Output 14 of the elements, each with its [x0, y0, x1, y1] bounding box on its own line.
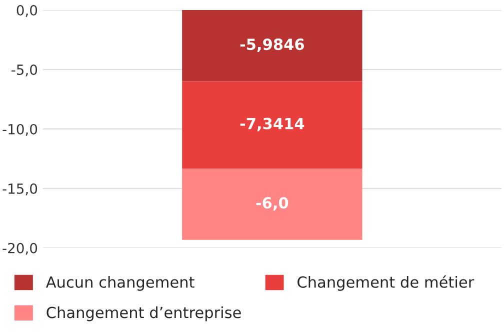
bar — [182, 10, 362, 82]
data-label: -6,0 — [256, 197, 288, 211]
data-label: -7,3414 — [240, 118, 304, 132]
y-tick-label: -5,0 — [12, 64, 38, 76]
y-tick-label: 0,0 — [16, 5, 38, 17]
y-tick-label: -20,0 — [2, 242, 38, 255]
bar — [182, 81, 362, 169]
y-tick-label: -15,0 — [2, 183, 38, 196]
bar — [182, 168, 362, 240]
y-tick-label: -10,0 — [2, 124, 38, 136]
legend-label: Changement de métier — [298, 275, 474, 291]
legend-label: Aucun changement — [46, 276, 194, 291]
data-label: -5,9846 — [240, 38, 304, 52]
legend-label: Changement d’entreprise — [46, 306, 241, 322]
